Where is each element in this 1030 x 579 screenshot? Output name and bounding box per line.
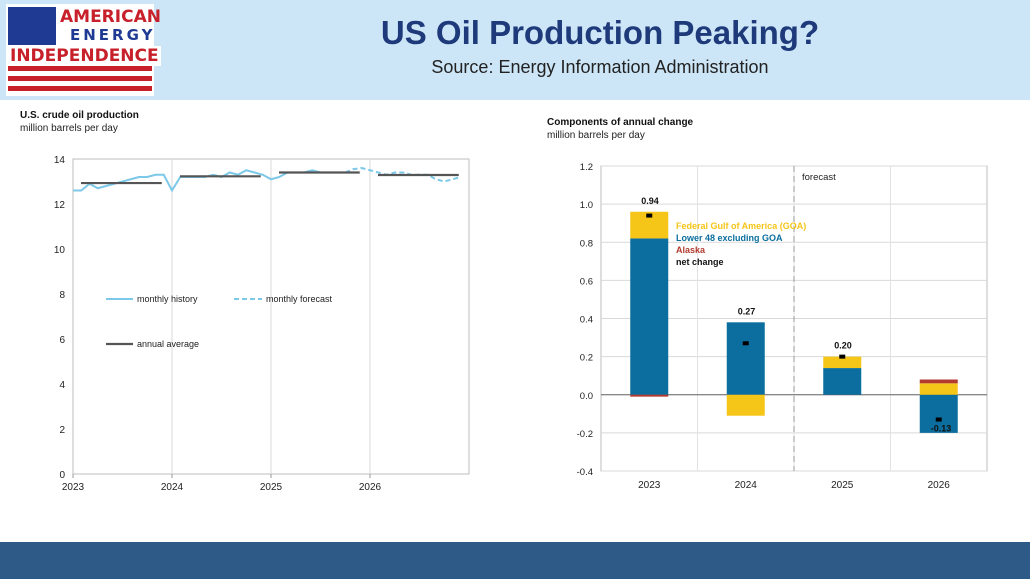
right-y-tick-label: 0.2 [580,353,593,364]
logo-line-3: INDEPENDENCE [8,46,161,66]
bar-segment-2023 [630,394,669,397]
right-y-tick-label: 1.0 [580,200,593,211]
bar-segment-2023 [630,238,669,395]
left-y-tick-label: 4 [59,380,65,391]
page-subtitle: Source: Energy Information Administratio… [431,57,769,77]
left-y-tick-label: 6 [59,335,65,346]
legend-label-goa: Federal Gulf of America (GOA) [676,221,806,231]
header-banner: AMERICAN ENERGY INDEPENDENCE US Oil Prod… [0,0,1030,100]
bar-segment-2026 [919,379,958,384]
left-x-tick-label: 2023 [62,482,85,493]
left-x-tick-label: 2025 [260,482,283,493]
right-x-tick-label: 2023 [638,480,661,491]
right-chart-title: Components of annual change [547,117,694,128]
net-change-label: -0.13 [931,424,952,434]
logo-line-1: AMERICAN [60,7,161,27]
net-change-label: 0.27 [738,306,756,316]
right-y-tick-label: 1.2 [580,162,593,173]
left-y-tick-label: 2 [59,425,65,436]
footer-bar [0,542,1030,579]
bar-segment-2026 [919,394,958,433]
right-y-tick-label: 0.4 [580,315,593,326]
left-y-tick-label: 8 [59,290,65,301]
left-y-tick-label: 14 [54,155,66,166]
bar-segment-2025 [823,356,862,369]
right-y-tick-label: 0.6 [580,276,593,287]
legend-label-net-change: net change [676,257,724,267]
left-y-tick-label: 10 [54,245,66,256]
forecast-label: forecast [802,172,836,183]
left-x-tick-label: 2026 [359,482,382,493]
legend-label-monthly-forecast: monthly forecast [266,294,333,304]
charts-canvas: 2023 2024 2025 2026 0 2 4 6 8 10 12 14 monthly histo… [54,155,988,493]
legend-label-annual-average: annual average [137,339,199,349]
legend-label-alaska: Alaska [676,245,706,255]
right-chart-ylabel: million barrels per day [547,130,645,141]
bar-segment-2024 [726,394,765,416]
net-change-label: 0.94 [641,196,659,206]
left-y-tick-label: 0 [59,470,65,481]
right-x-tick-label: 2026 [928,480,951,491]
logo: AMERICAN ENERGY INDEPENDENCE [6,4,161,96]
right-y-tick-label: 0.0 [580,391,593,402]
left-x-tick-label: 2024 [161,482,184,493]
net-change-marker [646,213,653,218]
net-change-label: 0.20 [834,341,852,351]
net-change-marker [742,341,749,346]
bar-segment-2024 [726,322,765,395]
right-x-tick-label: 2025 [831,480,854,491]
monthly-forecast-line [344,166,462,183]
left-y-tick-label: 12 [54,200,66,211]
flag-icon [8,7,56,45]
right-x-tick-label: 2024 [735,480,758,491]
right-y-tick-label: -0.2 [577,429,593,440]
logo-line-2: ENERGY [70,26,156,44]
left-chart-ylabel: million barrels per day [20,123,118,134]
legend-label-monthly-history: monthly history [137,294,198,304]
left-chart-title: U.S. crude oil production [20,110,139,121]
legend-label-lower48: Lower 48 excluding GOA [676,233,783,243]
page-title: US Oil Production Peaking? [380,14,820,51]
right-y-tick-label: 0.8 [580,238,593,249]
net-change-marker [839,354,846,359]
net-change-marker [935,417,942,422]
bar-segment-2025 [823,368,862,395]
right-y-tick-label: -0.4 [577,467,593,478]
bar-segment-2026 [919,383,958,395]
